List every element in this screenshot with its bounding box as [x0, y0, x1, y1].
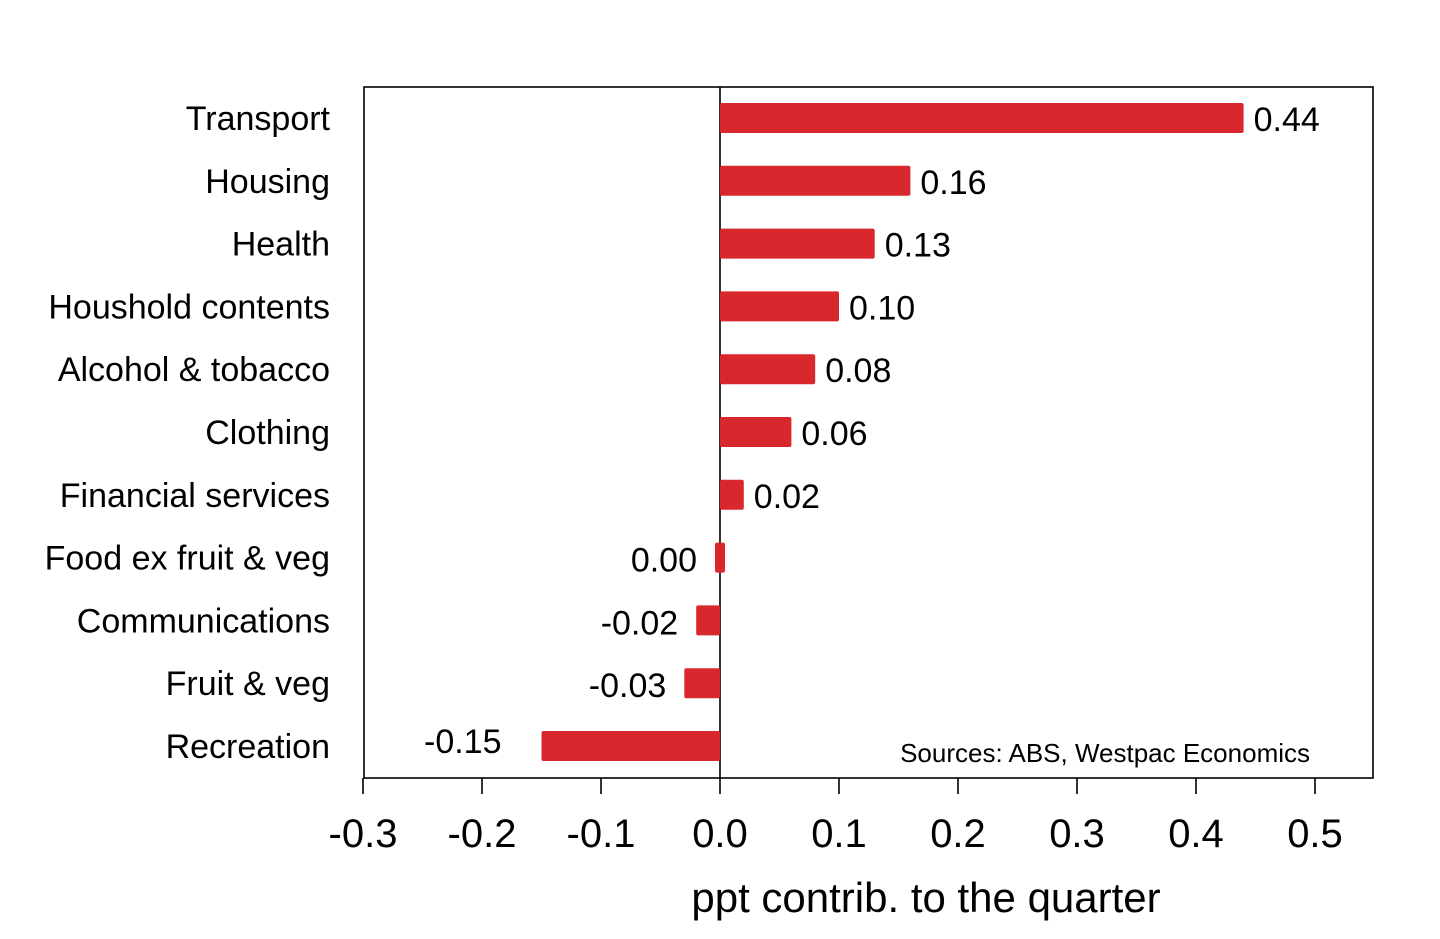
x-tick-label: -0.3 [329, 812, 398, 856]
bar [720, 228, 875, 259]
x-tick-label: 0.1 [811, 812, 867, 856]
category-label: Food ex fruit & veg [45, 540, 330, 578]
value-label: 0.10 [849, 289, 915, 327]
plot-border [363, 86, 1374, 779]
value-label: 0.02 [754, 478, 820, 516]
x-tick-label: 0.3 [1049, 812, 1105, 856]
x-tick-label: -0.1 [567, 812, 636, 856]
value-label: -0.03 [589, 667, 667, 705]
value-label: 0.44 [1254, 101, 1320, 139]
category-label: Clothing [205, 414, 330, 452]
x-axis: -0.3 -0.2 -0.1 0.0 0.1 0.2 0.3 0.4 0.5 [329, 778, 1343, 856]
category-label: Houshold contents [48, 288, 330, 326]
category-labels: Transport Housing Health Houshold contents A… [45, 100, 331, 766]
x-axis-title: ppt contrib. to the quarter [691, 874, 1160, 921]
bar [684, 668, 720, 699]
bar [715, 542, 725, 573]
value-label: 0.13 [885, 227, 951, 265]
bar [541, 731, 720, 761]
category-label: Alcohol & tobacco [58, 351, 330, 389]
value-label: -0.15 [424, 723, 502, 761]
value-label: 0.06 [801, 415, 867, 453]
category-label: Housing [205, 163, 330, 201]
category-label: Health [232, 226, 330, 264]
bar [720, 291, 839, 322]
x-tick-label: 0.0 [692, 812, 748, 856]
category-label: Transport [186, 100, 331, 138]
bar [720, 479, 744, 510]
x-tick-label: -0.2 [448, 812, 517, 856]
x-tick-label: 0.5 [1287, 812, 1343, 856]
x-tick-label: 0.2 [930, 812, 986, 856]
bar [720, 165, 911, 196]
value-label: 0.16 [920, 164, 986, 202]
x-tick-label: 0.4 [1168, 812, 1224, 856]
value-label: 0.00 [631, 542, 697, 580]
value-label: -0.02 [601, 604, 679, 642]
category-label: Fruit & veg [166, 665, 330, 703]
bar [696, 605, 720, 636]
bar [720, 417, 792, 447]
value-label: 0.08 [825, 352, 891, 390]
bar [720, 103, 1244, 133]
category-label: Recreation [166, 728, 330, 766]
bars [541, 103, 1244, 761]
source-note: Sources: ABS, Westpac Economics [900, 738, 1310, 768]
category-label: Communications [77, 602, 330, 640]
bar [720, 354, 816, 385]
category-label: Financial services [60, 477, 330, 515]
value-labels: 0.44 0.16 0.13 0.10 0.08 0.06 0.02 0.00 -0.02 -0.… [424, 101, 1320, 761]
